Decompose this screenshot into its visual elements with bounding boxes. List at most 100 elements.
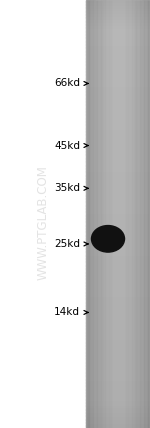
- Bar: [101, 0, 102, 428]
- Bar: [86, 377, 150, 378]
- Bar: [142, 0, 143, 428]
- Bar: [86, 305, 150, 307]
- Bar: [88, 0, 89, 428]
- Text: 14kd: 14kd: [54, 307, 80, 318]
- Ellipse shape: [94, 232, 122, 243]
- Bar: [86, 282, 150, 284]
- Bar: [86, 351, 150, 353]
- Bar: [86, 369, 150, 372]
- Bar: [86, 267, 150, 269]
- Bar: [86, 121, 150, 123]
- Bar: [86, 290, 150, 291]
- Bar: [86, 337, 150, 339]
- Bar: [86, 171, 150, 173]
- Bar: [86, 94, 150, 96]
- Bar: [86, 342, 150, 344]
- Bar: [96, 0, 97, 428]
- Bar: [86, 397, 150, 398]
- Bar: [86, 106, 150, 107]
- Bar: [86, 177, 150, 179]
- Bar: [86, 425, 150, 427]
- Bar: [86, 143, 150, 145]
- Bar: [109, 0, 110, 428]
- Bar: [86, 181, 150, 183]
- Bar: [86, 146, 150, 147]
- Text: 66kd: 66kd: [54, 78, 80, 89]
- Bar: [86, 301, 150, 303]
- Text: 35kd: 35kd: [54, 183, 80, 193]
- Bar: [86, 334, 150, 336]
- Bar: [86, 270, 150, 271]
- Bar: [86, 31, 150, 33]
- Bar: [86, 220, 150, 222]
- Bar: [86, 354, 150, 356]
- Bar: [86, 265, 150, 267]
- Bar: [86, 339, 150, 342]
- Bar: [86, 158, 150, 160]
- Bar: [110, 0, 111, 428]
- Bar: [86, 213, 150, 214]
- Bar: [86, 1, 150, 3]
- Bar: [86, 60, 150, 62]
- Bar: [86, 380, 150, 381]
- Bar: [86, 50, 150, 52]
- Bar: [86, 284, 150, 286]
- Bar: [86, 314, 150, 316]
- Bar: [146, 0, 147, 428]
- Bar: [86, 408, 150, 410]
- Bar: [86, 193, 150, 194]
- Bar: [86, 81, 150, 83]
- Bar: [86, 261, 150, 263]
- Bar: [86, 184, 150, 186]
- Bar: [86, 217, 150, 219]
- Bar: [94, 0, 95, 428]
- Bar: [86, 111, 150, 113]
- Bar: [111, 0, 112, 428]
- Bar: [86, 90, 150, 92]
- Bar: [86, 73, 150, 74]
- Bar: [86, 365, 150, 367]
- Bar: [86, 51, 150, 53]
- Bar: [86, 223, 150, 224]
- Bar: [128, 0, 129, 428]
- Bar: [86, 77, 150, 79]
- Bar: [86, 54, 150, 56]
- Bar: [86, 295, 150, 297]
- Bar: [132, 0, 133, 428]
- Bar: [86, 131, 150, 133]
- Bar: [86, 226, 150, 227]
- Bar: [148, 0, 149, 428]
- Bar: [123, 0, 124, 428]
- Bar: [86, 14, 150, 16]
- Bar: [86, 200, 150, 202]
- Bar: [86, 262, 150, 265]
- Bar: [86, 384, 150, 386]
- Bar: [86, 372, 150, 374]
- Bar: [86, 298, 150, 300]
- Bar: [131, 0, 132, 428]
- Bar: [86, 6, 150, 8]
- Bar: [112, 0, 113, 428]
- Bar: [86, 421, 150, 423]
- Bar: [86, 300, 150, 301]
- Bar: [86, 114, 150, 116]
- Bar: [86, 190, 150, 192]
- Bar: [86, 427, 150, 428]
- Bar: [86, 61, 150, 63]
- Bar: [86, 29, 150, 30]
- Bar: [86, 188, 150, 190]
- Bar: [86, 20, 150, 22]
- Bar: [86, 98, 150, 100]
- Bar: [86, 64, 150, 66]
- Bar: [86, 371, 150, 373]
- Bar: [135, 0, 136, 428]
- Bar: [87, 0, 88, 428]
- Bar: [86, 211, 150, 213]
- Bar: [86, 415, 150, 417]
- Bar: [86, 243, 150, 244]
- Bar: [86, 116, 150, 117]
- Bar: [86, 3, 150, 5]
- Bar: [145, 0, 146, 428]
- Bar: [86, 228, 150, 230]
- Bar: [86, 100, 150, 102]
